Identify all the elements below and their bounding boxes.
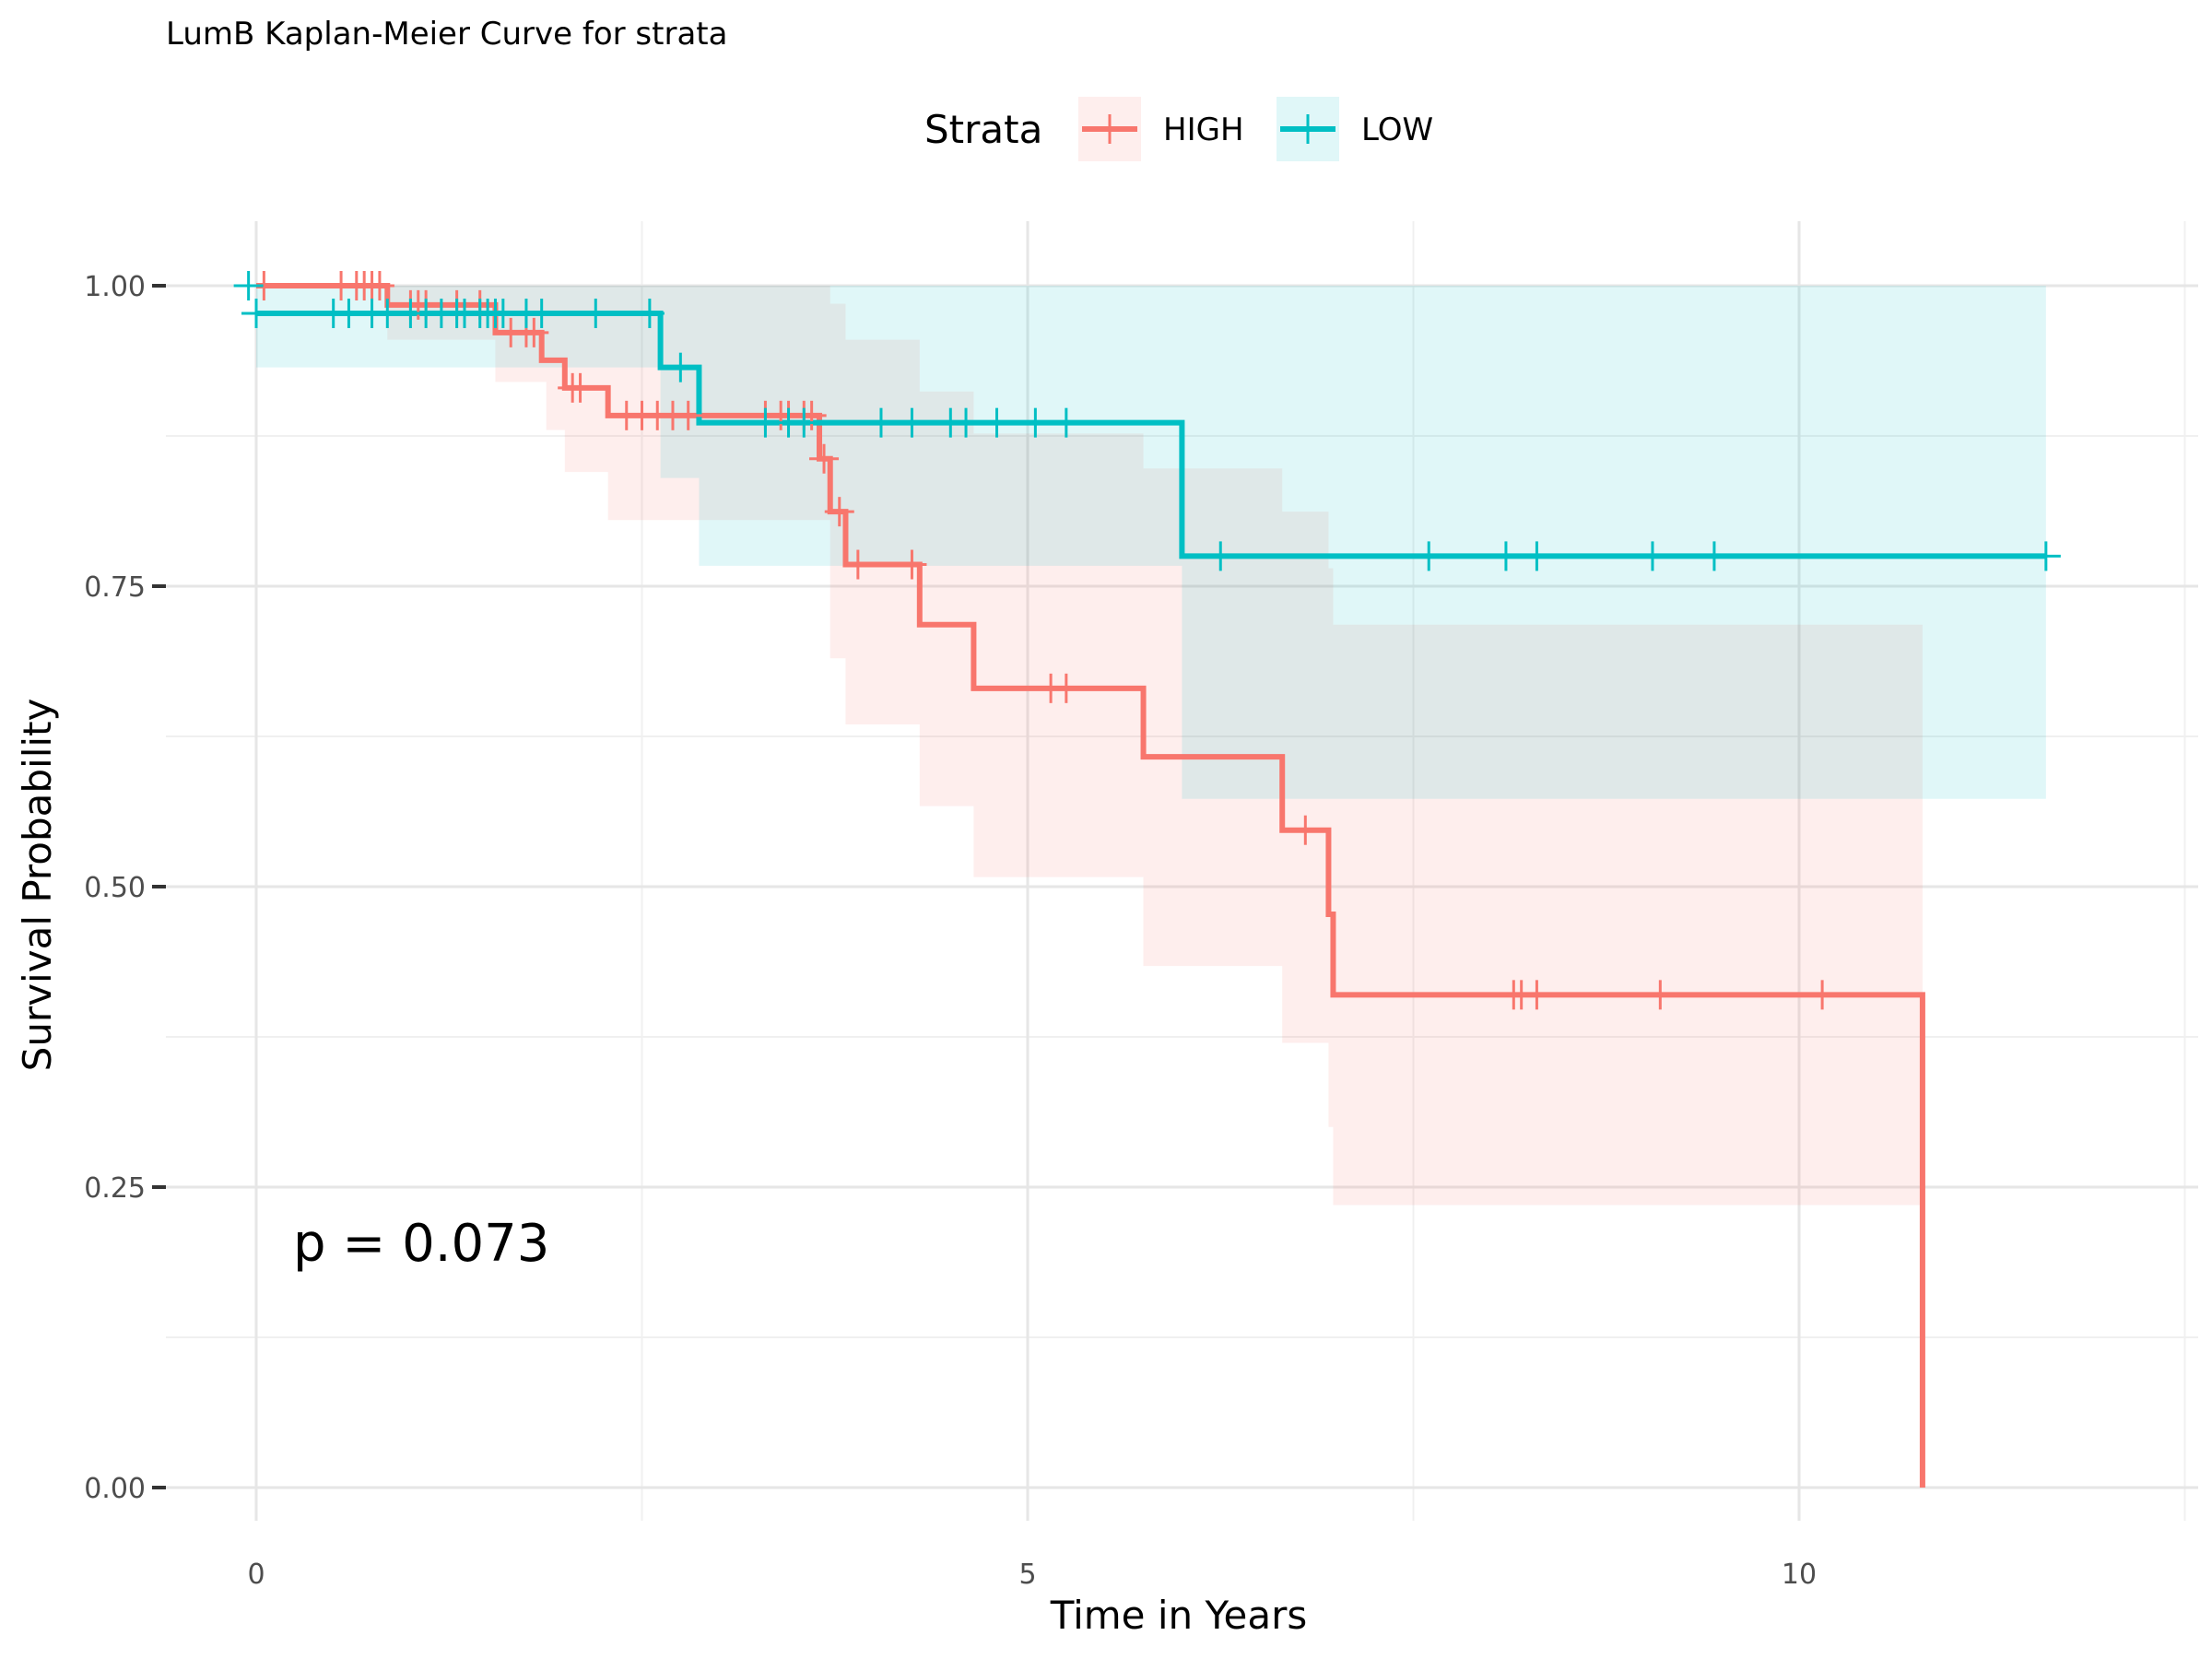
x-tick-label: 5 — [1018, 1559, 1036, 1591]
x-tick-label: 0 — [247, 1559, 265, 1591]
confidence-band-high — [256, 286, 1923, 1206]
y-tick-label: 1.00 — [84, 271, 146, 303]
y-tick-label: 0.00 — [84, 1473, 146, 1505]
y-axis-title: Survival Probability — [15, 699, 60, 1072]
grid — [166, 221, 2198, 1521]
x-tick-label: 10 — [1782, 1559, 1817, 1591]
legend-title: Strata — [924, 107, 1042, 152]
legend-label-low: LOW — [1361, 112, 1433, 148]
survival-line-low — [256, 310, 2046, 559]
legend: Strata HIGH LOW — [924, 97, 1433, 161]
legend-label-high: HIGH — [1163, 112, 1244, 148]
y-tick-label: 0.25 — [84, 1172, 146, 1205]
y-tick-label: 0.75 — [84, 571, 146, 604]
axes: 0.00 0.25 0.50 0.75 1.00 0 5 10 — [84, 271, 1817, 1591]
y-tick-label: 0.50 — [84, 872, 146, 904]
chart-title: LumB Kaplan-Meier Curve for strata — [166, 16, 727, 53]
x-axis-title: Time in Years — [1050, 1593, 1308, 1638]
censor-marks — [233, 271, 2061, 1010]
p-value-annotation: p = 0.073 — [293, 1214, 549, 1274]
